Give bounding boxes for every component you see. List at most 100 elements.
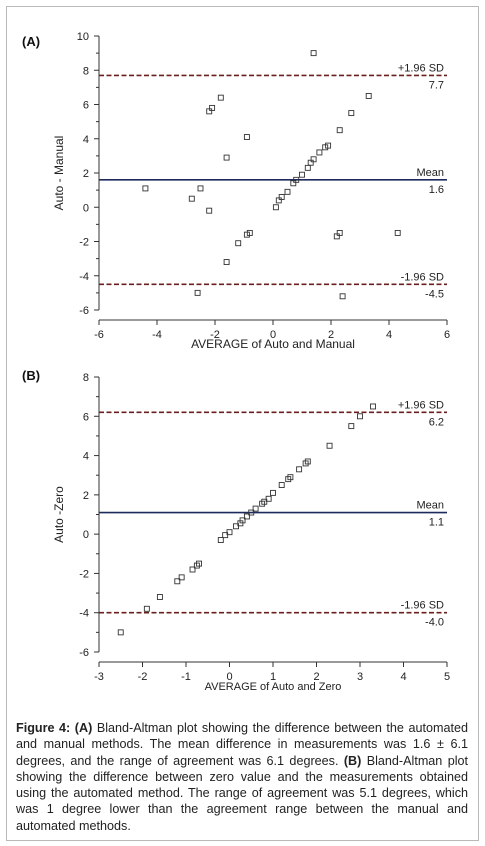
panel-a-data-point — [365, 92, 372, 99]
panel-a-x-tick-label: -2 — [210, 329, 220, 341]
panel-b-data-point — [357, 413, 363, 420]
panel-a-data-point — [235, 240, 242, 247]
panel-a-data-point — [322, 144, 329, 151]
panel-b-data-point — [270, 489, 276, 496]
panel-a-data-point — [339, 293, 346, 300]
panel-a-data-point — [284, 188, 291, 195]
panel-b-data-point — [178, 574, 185, 581]
panel-a-y-tick-label: 6 — [83, 100, 89, 112]
panel-b-data-point — [259, 500, 266, 507]
panel-a-data-point — [310, 50, 317, 57]
caption-part-b-text: Bland-Altman plot showing the difference… — [16, 753, 469, 833]
panel-a-mean-value: 1.6 — [429, 184, 444, 196]
panel-b-data-point — [296, 466, 303, 473]
panel-a-x-axis-label: AVERAGE of Auto and Manual — [191, 337, 355, 351]
panel-a-data-point — [206, 108, 213, 115]
panel-a-x-tick-label: -4 — [152, 329, 162, 341]
panel-a-y-tick-label: 2 — [83, 168, 89, 180]
panel-a-data-point — [304, 164, 311, 171]
panel-b-data-point — [143, 605, 150, 612]
panel-a-data-point — [333, 233, 340, 240]
panel-b-data-point — [326, 442, 333, 449]
figure-caption: Figure 4: (A) Bland-Altman plot showing … — [16, 720, 468, 834]
panel-b-y-tick-label: 6 — [83, 411, 89, 423]
panel-b-y-tick-label: 0 — [83, 529, 89, 541]
panel-b-data-point — [233, 523, 239, 530]
panel-a-data-point — [223, 259, 230, 266]
panel-b-data-point — [252, 505, 259, 512]
panel-b-x-tick-label: -3 — [94, 671, 104, 683]
panel-a-x-tick-label: 6 — [444, 329, 450, 341]
panel-b-y-axis-label: Auto -Zero — [52, 486, 66, 543]
panel-a-lower-value: -4.5 — [425, 288, 444, 300]
panel-a-x-tick-label: 2 — [328, 329, 334, 341]
panel-a-y-tick-label: 0 — [83, 202, 89, 214]
panel-a-data-point — [217, 94, 224, 101]
panel-b-data-point — [370, 403, 376, 410]
panel-b-x-tick-label: 1 — [270, 671, 276, 683]
panel-b-data-point — [278, 482, 285, 488]
panel-a-data-point — [275, 197, 282, 204]
panel-b-x-tick-label: 5 — [444, 671, 450, 683]
panel-b-mean-label: Mean — [416, 500, 444, 512]
panel-b-x-axis-label: AVERAGE of Auto and Zero — [205, 681, 342, 693]
panel-b-x-tick-label: -2 — [138, 671, 148, 683]
panel-a-data-point — [243, 231, 250, 238]
panel-b-lower-value: -4.0 — [425, 617, 444, 629]
panel-b-x-tick-label: 3 — [357, 671, 363, 683]
panel-b-data-point — [189, 566, 196, 573]
panel-a-y-tick-label: -4 — [79, 271, 89, 283]
panel-a-data-point — [394, 229, 401, 236]
panel-a-mean-label: Mean — [416, 167, 444, 179]
panel-a-data-point — [142, 185, 149, 192]
panel-a-data-point — [299, 171, 305, 178]
panel-a-lower-label: -1.96 SD — [401, 271, 444, 283]
panel-a-data-point — [316, 149, 323, 156]
panel-a-data-point — [188, 195, 195, 202]
panel-a-x-tick-label: 0 — [270, 329, 276, 341]
panel-b-y-tick-label: -4 — [79, 608, 89, 620]
panel-a-data-point — [272, 204, 279, 211]
caption-part-a-text: Bland-Altman plot showing the difference… — [16, 721, 469, 768]
panel-b-y-tick-label: 4 — [83, 451, 89, 463]
panel-b-y-tick-label: 2 — [83, 490, 89, 502]
panel-a-data-point — [223, 154, 230, 161]
panel-b-x-tick-label: 0 — [226, 671, 232, 683]
caption-part-a-label: (A) — [74, 721, 93, 735]
panel-b-data-point — [222, 532, 229, 539]
panel-b-lower-label: -1.96 SD — [401, 600, 444, 612]
panel-b-data-point — [217, 537, 224, 543]
panel-a-x-tick-label: -6 — [94, 329, 104, 341]
panel-b-y-tick-label: -2 — [79, 568, 89, 580]
panel-a-y-tick-label: -2 — [79, 237, 89, 249]
panel-a-data-point — [243, 134, 250, 140]
panel-a-data-point — [206, 207, 213, 214]
panel-a-x-tick-label: 4 — [386, 329, 392, 341]
panel-a-label: (A) — [22, 34, 40, 49]
panel-b-label: (B) — [22, 368, 40, 383]
panel-b-data-point — [193, 562, 200, 569]
panel-b-data-point — [248, 509, 255, 516]
panel-b-data-point — [243, 513, 250, 520]
caption-part-b-label: (B) — [343, 753, 362, 768]
panel-a-data-point — [348, 110, 355, 117]
panel-a-upper-value: 7.7 — [429, 79, 444, 91]
panel-a-chart: (A) -6 -4 -2 0 2 4 6 8 10 -6 -4 -2 0 2 4 6 AVERAGE of Aut… — [22, 31, 450, 351]
panel-b-x-tick-label: 4 — [400, 671, 406, 683]
panel-b-y-tick-label: 8 — [83, 372, 89, 384]
panel-a-y-axis-label: Auto - Manual — [52, 136, 66, 211]
panel-a-y-tick-label: 4 — [83, 134, 89, 146]
panel-a-y-tick-label: 8 — [83, 65, 89, 77]
panel-b-data-point — [117, 629, 124, 636]
panel-a-data-point — [290, 180, 297, 187]
panel-b-x-tick-label: 2 — [313, 671, 319, 683]
caption-figure-label: Figure 4: — [16, 721, 71, 735]
panel-a-y-tick-label: -6 — [79, 305, 89, 317]
figure-frame — [6, 6, 479, 841]
panel-b-data-point — [302, 460, 309, 467]
panel-b-x-tick-label: -1 — [181, 671, 191, 683]
panel-b-data-point — [156, 594, 163, 600]
panel-b-data-point — [174, 578, 181, 585]
panel-a-data-point — [197, 185, 204, 192]
panel-a-upper-label: +1.96 SD — [398, 62, 444, 74]
